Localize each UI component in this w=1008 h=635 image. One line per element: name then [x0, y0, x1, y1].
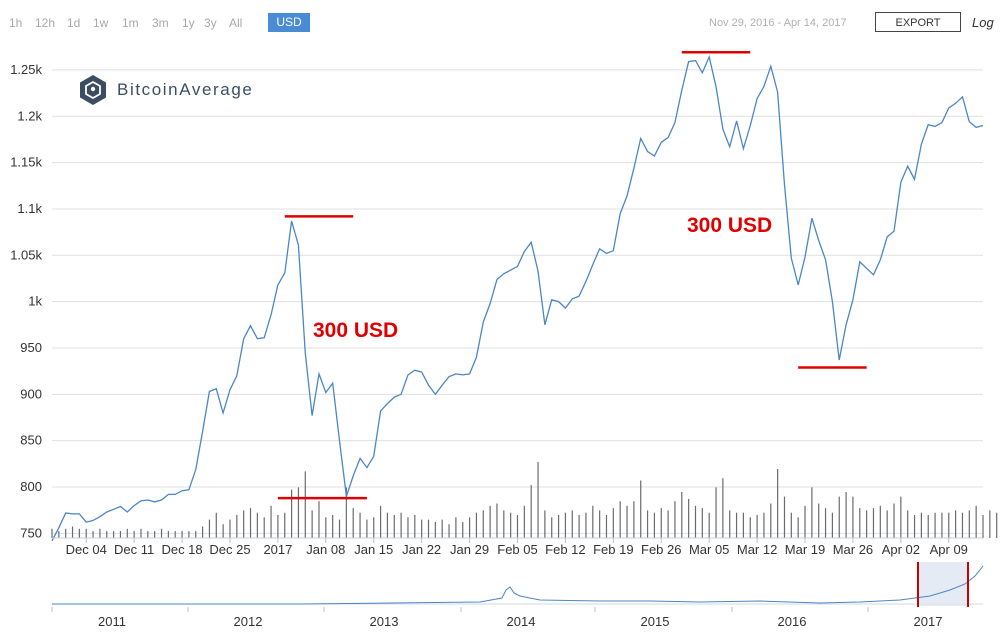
navigator-year-label: 2014 — [507, 614, 536, 629]
x-tick-label: Feb 05 — [497, 542, 537, 557]
x-tick-label: Feb 12 — [545, 542, 585, 557]
x-tick-label: Dec 18 — [161, 542, 202, 557]
x-tick-label: Feb 19 — [593, 542, 633, 557]
price-line — [51, 54, 984, 542]
log-scale-toggle[interactable]: Log — [972, 15, 994, 30]
navigator-year-label: 2016 — [778, 614, 807, 629]
x-axis-labels: Dec 04 Dec 11 Dec 18 Dec 25 2017 Jan 08 Jan 15… — [52, 537, 983, 557]
navigator-selection[interactable] — [918, 562, 968, 606]
navigator-line — [52, 565, 984, 605]
x-tick-label: Jan 08 — [306, 542, 345, 557]
range-12h[interactable]: 12h — [35, 16, 56, 30]
navigator-year-label: 2017 — [914, 614, 943, 629]
y-tick-label: 950 — [20, 340, 42, 355]
y-tick-label: 850 — [20, 433, 42, 448]
volume-bars — [51, 462, 998, 538]
x-tick-label: Dec 11 — [114, 542, 154, 557]
navigator-year-label: 2015 — [641, 614, 670, 629]
logo-icon — [80, 75, 106, 105]
range-1m[interactable]: 1m — [122, 16, 139, 30]
y-tick-label: 750 — [20, 525, 42, 540]
y-tick-label: 1.15k — [10, 155, 42, 170]
navigator[interactable]: 2011 2012 2013 2014 2015 2016 2017 — [51, 562, 984, 629]
x-tick-label: Feb 26 — [641, 542, 681, 557]
x-tick-label: Apr 02 — [882, 542, 920, 557]
range-1w[interactable]: 1w — [93, 16, 109, 30]
x-tick-label: Apr 09 — [930, 542, 968, 557]
y-axis-labels: 750 800 850 900 950 1k 1.05k 1.1k 1.15k 1.2k 1.25k — [10, 62, 42, 540]
gridlines — [52, 69, 983, 534]
date-range-label: Nov 29, 2016 - Apr 14, 2017 — [709, 17, 847, 29]
range-3y[interactable]: 3y — [204, 16, 217, 30]
range-1h[interactable]: 1h — [9, 16, 23, 30]
range-1d[interactable]: 1d — [67, 16, 81, 30]
navigator-year-label: 2011 — [98, 614, 126, 629]
y-tick-label: 1.1k — [17, 201, 42, 216]
x-tick-label: Jan 22 — [402, 542, 441, 557]
logo-text: BitcoinAverage — [117, 80, 254, 99]
price-line-layer — [51, 54, 984, 542]
navigator-year-label: 2013 — [370, 614, 399, 629]
range-all[interactable]: All — [229, 16, 243, 30]
x-tick-label: Mar 26 — [833, 542, 873, 557]
x-tick-label: Jan 29 — [450, 542, 489, 557]
x-tick-label: Mar 05 — [689, 542, 729, 557]
annotation-label: 300 USD — [687, 214, 772, 237]
x-tick-label: Dec 04 — [66, 542, 107, 557]
annotation-label: 300 USD — [313, 319, 398, 342]
y-tick-label: 1.25k — [10, 62, 42, 77]
annotation-labels: 300 USD 300 USD — [313, 214, 772, 342]
export-button[interactable]: EXPORT — [875, 12, 961, 32]
range-3m[interactable]: 3m — [152, 16, 169, 30]
y-tick-label: 800 — [20, 479, 42, 494]
x-tick-label: 2017 — [263, 542, 292, 557]
x-tick-label: Mar 12 — [737, 542, 777, 557]
annotation-lines — [277, 51, 867, 500]
currency-usd-button[interactable]: USD — [268, 13, 310, 32]
y-tick-label: 1.05k — [10, 247, 42, 262]
y-tick-label: 1.2k — [17, 108, 42, 123]
range-1y[interactable]: 1y — [182, 16, 195, 30]
navigator-year-label: 2012 — [234, 614, 263, 629]
y-tick-label: 900 — [20, 386, 42, 401]
x-tick-label: Dec 25 — [209, 542, 250, 557]
x-tick-label: Jan 15 — [354, 542, 393, 557]
y-tick-label: 1k — [28, 294, 42, 309]
x-tick-label: Mar 19 — [785, 542, 825, 557]
